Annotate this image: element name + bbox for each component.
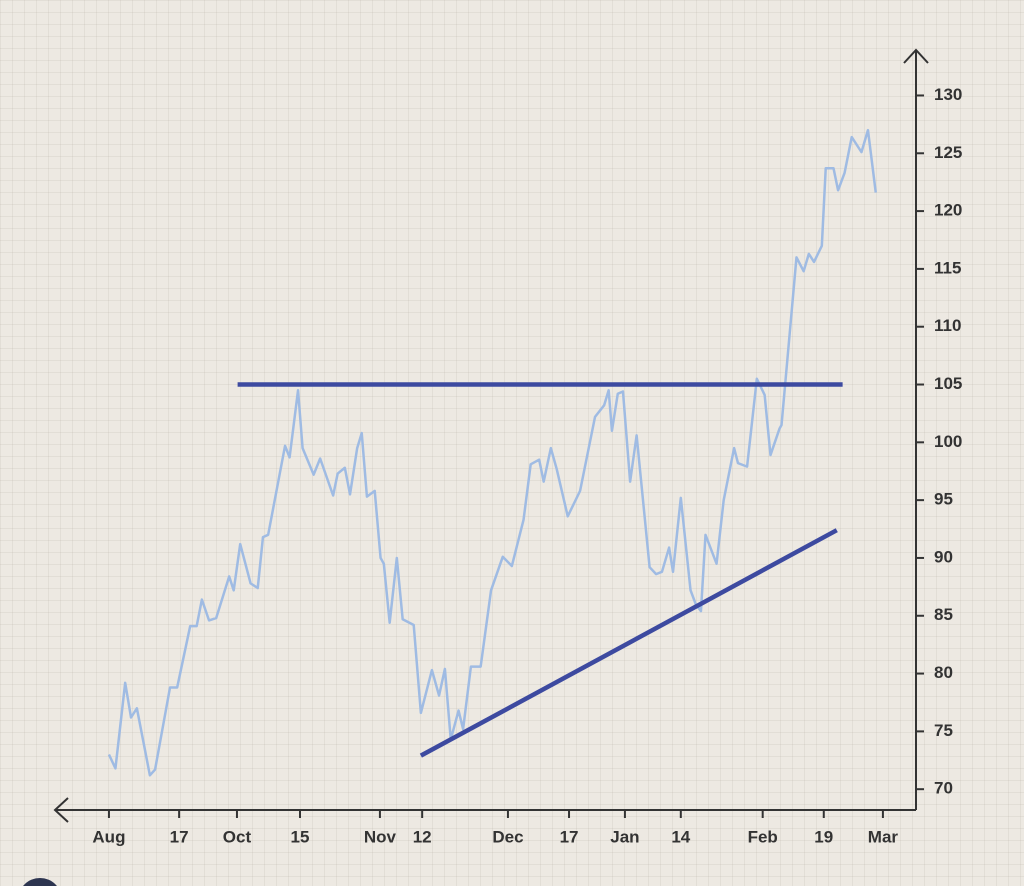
x-tick-label: Oct (223, 827, 252, 846)
trend-line (419, 528, 838, 758)
x-tick-label: Feb (748, 827, 778, 846)
price-line (107, 128, 878, 777)
y-tick-label: 120 (934, 201, 962, 220)
y-tick-label: 130 (934, 85, 962, 104)
x-tick-label: 19 (814, 827, 833, 846)
y-tick-label: 70 (934, 779, 953, 798)
x-tick-label: Aug (92, 827, 125, 846)
x-tick-label: Mar (868, 827, 899, 846)
y-axis-arrow (903, 48, 929, 64)
axes (53, 48, 929, 823)
y-tick-label: 115 (934, 258, 961, 277)
x-tick-label: Nov (364, 827, 397, 846)
y-tick-label: 110 (934, 316, 961, 335)
x-tick-label: 17 (560, 827, 579, 846)
y-tick-label: 85 (934, 605, 953, 624)
y-tick-label: 125 (934, 143, 962, 162)
x-axis-arrow (53, 797, 69, 823)
x-tick-label: Jan (610, 827, 639, 846)
y-tick-label: 80 (934, 663, 953, 682)
y-tick-label: 75 (934, 721, 953, 740)
x-tick-label: 12 (413, 827, 432, 846)
y-tick-label: 90 (934, 547, 953, 566)
x-tick-label: 17 (170, 827, 189, 846)
legend-icon (23, 878, 57, 886)
y-tick-label: 105 (934, 374, 962, 393)
x-tick-label: 14 (671, 827, 690, 846)
x-tick-label: Dec (492, 827, 523, 846)
y-tick-label: 95 (934, 490, 953, 509)
x-tick-label: 15 (291, 827, 310, 846)
y-tick-label: 100 (934, 432, 962, 451)
